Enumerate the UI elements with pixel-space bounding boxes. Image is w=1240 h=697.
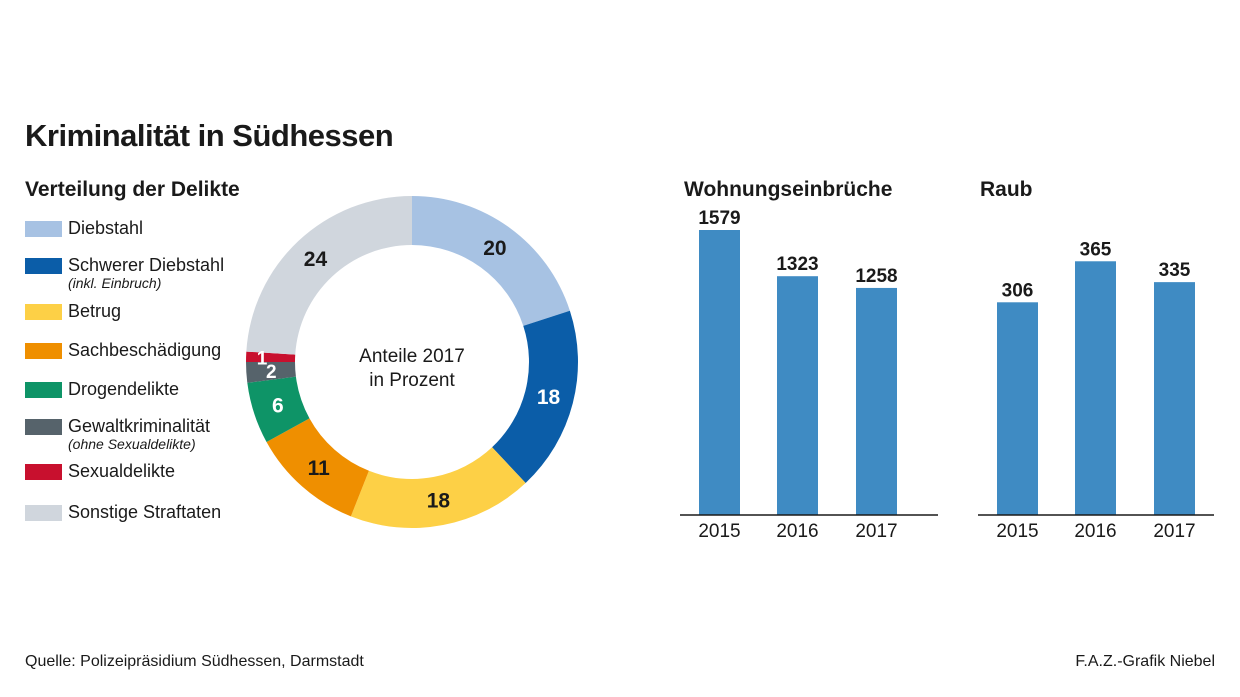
legend-label: Diebstahl <box>68 218 144 238</box>
donut-slice-diebstahl <box>412 196 570 326</box>
donut-subtitle: Verteilung der Delikte <box>25 178 240 201</box>
legend-item-schwerer-diebstahl: Schwerer Diebstahl (inkl. Einbruch) <box>25 255 224 291</box>
bar-2016 <box>777 276 818 515</box>
donut-center-label-line2: in Prozent <box>369 370 455 391</box>
bar-2015 <box>997 302 1038 515</box>
donut-slice-gewaltkriminalit-t <box>246 362 296 383</box>
bar-chart-title-raub: Raub <box>980 178 1033 201</box>
bar-value-label: 335 <box>1159 260 1191 281</box>
donut-value-label: 18 <box>427 490 451 513</box>
x-tick-label: 2016 <box>776 521 818 542</box>
legend-label: Drogendelikte <box>68 379 180 399</box>
bar-chart-raub: 306 2015 365 2016 335 2017 <box>978 239 1214 542</box>
legend-item-gewaltkriminalitaet: Gewaltkriminalität (ohne Sexualdelikte) <box>25 416 210 452</box>
donut-value-label: 6 <box>272 395 284 418</box>
legend-label: Betrug <box>68 301 122 321</box>
donut-center-label-line1: Anteile 2017 <box>359 346 465 367</box>
x-tick-label: 2016 <box>1074 521 1116 542</box>
donut-slice-sachbesch-digung <box>266 418 369 517</box>
donut-slice-schwerer-diebstahl <box>492 310 578 484</box>
legend-note: (ohne Sexualdelikte) <box>68 436 196 452</box>
legend-label: Sexualdelikte <box>68 461 176 481</box>
bar-value-label: 306 <box>1002 280 1034 301</box>
bar-2017 <box>1154 282 1195 515</box>
donut-slice-betrug <box>350 447 526 528</box>
donut-value-label: 1 <box>257 348 268 369</box>
x-tick-label: 2017 <box>855 521 897 542</box>
bar-2015 <box>699 230 740 515</box>
legend-label: Sachbeschädigung <box>68 340 222 360</box>
legend-label: Sonstige Straftaten <box>68 502 222 522</box>
bar-chart-wohnungseinbrueche: 1579 2015 1323 2016 1258 2017 <box>680 208 938 542</box>
legend-item-sexualdelikte: Sexualdelikte <box>25 461 175 481</box>
legend-swatch <box>25 464 62 480</box>
bar-value-label: 1258 <box>855 266 897 287</box>
legend-swatch <box>25 419 62 435</box>
legend-item-sachbeschaedigung: Sachbeschädigung <box>25 340 221 360</box>
donut-slice-sonstige-straftaten <box>246 196 412 355</box>
legend-note: (inkl. Einbruch) <box>68 275 162 291</box>
donut-value-label: 11 <box>308 457 331 480</box>
legend-item-sonstige: Sonstige Straftaten <box>25 502 221 522</box>
legend-item-diebstahl: Diebstahl <box>25 218 143 238</box>
donut-chart: 20 18 18 11 6 21 24 Anteile 2017 in Prozent <box>246 196 578 528</box>
x-tick-label: 2015 <box>996 521 1038 542</box>
legend-item-betrug: Betrug <box>25 301 121 321</box>
x-tick-label: 2015 <box>698 521 740 542</box>
bar-value-label: 1323 <box>776 254 818 275</box>
donut-slice-sexualdelikte <box>246 351 296 362</box>
legend-item-drogendelikte: Drogendelikte <box>25 379 179 399</box>
source-note: Quelle: Polizeipräsidium Südhessen, Darm… <box>25 653 364 670</box>
x-tick-label: 2017 <box>1153 521 1195 542</box>
legend-label: Gewaltkriminalität <box>68 416 211 436</box>
legend-label: Schwerer Diebstahl <box>68 255 225 275</box>
donut-value-label: 24 <box>304 248 328 271</box>
chart-title: Kriminalität in Südhessen <box>25 118 394 153</box>
legend-swatch <box>25 258 62 274</box>
graphic-credit: F.A.Z.-Grafik Niebel <box>1075 653 1215 670</box>
legend-swatch <box>25 221 62 237</box>
donut-slice-drogendelikte <box>247 376 310 442</box>
donut-value-label: 20 <box>483 237 506 260</box>
legend-swatch <box>25 304 62 320</box>
bar-2017 <box>856 287 897 515</box>
bar-value-label: 1579 <box>698 208 740 229</box>
donut-value-label: 2 <box>266 362 277 383</box>
bar-value-label: 365 <box>1080 239 1112 260</box>
bar-chart-title-wohnungseinbrueche: Wohnungseinbrüche <box>684 178 893 201</box>
donut-value-label: 18 <box>537 386 561 409</box>
legend-swatch <box>25 382 62 398</box>
bar-2016 <box>1075 261 1116 515</box>
legend-swatch <box>25 505 62 521</box>
legend-swatch <box>25 343 62 359</box>
